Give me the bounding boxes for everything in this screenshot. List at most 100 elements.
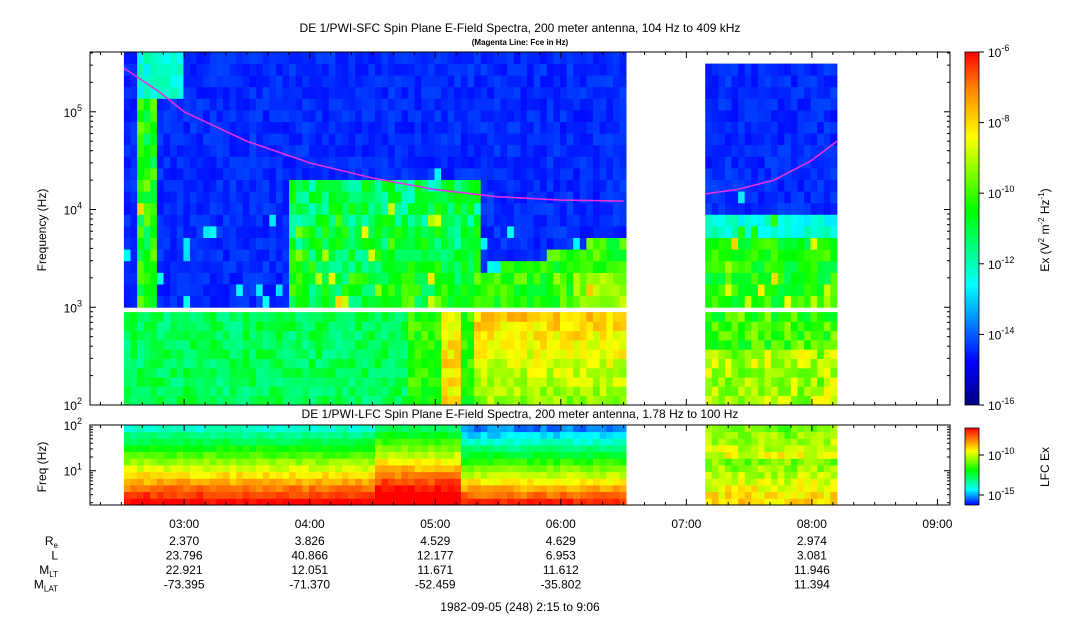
- lfc-cell: [817, 445, 825, 453]
- sfc-cell: [302, 358, 310, 369]
- sfc-cell: [170, 295, 178, 308]
- sfc-cell: [401, 86, 409, 99]
- lfc-cell: [190, 491, 197, 499]
- sfc-cell: [560, 63, 567, 76]
- lfc-cell: [262, 431, 270, 439]
- sfc-cell: [381, 179, 389, 192]
- lfc-cell: [474, 485, 482, 493]
- lfc-cell: [381, 485, 389, 493]
- sfc-cell: [328, 133, 336, 146]
- sfc-cell: [751, 330, 759, 341]
- sfc-cell: [421, 377, 429, 387]
- sfc-cell: [612, 110, 620, 122]
- sfc-cell: [275, 312, 283, 322]
- lfc-cell: [771, 465, 779, 473]
- sfc-cell: [150, 321, 158, 332]
- lfc-cell: [229, 498, 237, 506]
- lfc-cell: [718, 471, 726, 479]
- lfc-cell: [342, 438, 349, 446]
- sfc-cell: [342, 321, 349, 332]
- sfc-cell: [447, 340, 455, 350]
- sfc-cell: [804, 349, 812, 359]
- sfc-cell: [256, 312, 264, 322]
- sfc-cell: [275, 214, 283, 227]
- sfc-cell: [500, 340, 508, 350]
- sfc-cell: [711, 272, 719, 285]
- sfc-cell: [388, 133, 396, 146]
- sfc-cell: [434, 395, 442, 406]
- sfc-cell: [242, 202, 250, 215]
- lfc-cell: [480, 451, 488, 459]
- sfc-cell: [322, 98, 330, 111]
- sfc-cell: [130, 226, 138, 238]
- sfc-cell: [493, 340, 501, 350]
- sfc-cell: [156, 395, 164, 406]
- sfc-cell: [335, 75, 343, 88]
- sfc-cell: [196, 330, 204, 341]
- sfc-cell: [560, 168, 567, 180]
- lfc-cell: [493, 431, 501, 439]
- sfc-cell: [183, 179, 191, 192]
- lfc-cell: [295, 451, 303, 459]
- sfc-cell: [216, 260, 224, 273]
- time-tick-label: 03:00: [169, 517, 199, 531]
- sfc-cell: [137, 340, 145, 350]
- sfc-cell: [269, 191, 277, 204]
- sfc-cell: [711, 321, 719, 332]
- sfc-cell: [527, 226, 534, 238]
- sfc-cell: [751, 237, 759, 250]
- sfc-cell: [262, 330, 270, 341]
- sfc-cell: [269, 179, 277, 192]
- sfc-cell: [586, 358, 594, 369]
- sfc-cell: [289, 75, 297, 88]
- sfc-cell: [500, 144, 508, 157]
- sfc-cell: [460, 75, 468, 88]
- lfc-cell: [566, 498, 574, 506]
- sfc-cell: [460, 110, 468, 122]
- sfc-cell: [381, 367, 389, 378]
- sfc-cell: [790, 144, 798, 157]
- sfc-cell: [612, 226, 620, 238]
- sfc-cell: [203, 52, 211, 64]
- sfc-cell: [566, 121, 574, 134]
- sfc-cell: [236, 63, 244, 76]
- sfc-cell: [229, 226, 237, 238]
- sfc-cell: [553, 226, 561, 238]
- sfc-cell: [223, 214, 230, 227]
- sfc-cell: [170, 179, 178, 192]
- sfc-cell: [408, 321, 415, 332]
- lfc-cell: [560, 485, 567, 493]
- lfc-cell: [223, 498, 230, 506]
- sfc-cell: [771, 330, 779, 341]
- sfc-cell: [190, 202, 197, 215]
- time-tick-label: 07:00: [671, 517, 701, 531]
- sfc-cell: [375, 340, 382, 350]
- sfc-cell: [289, 284, 297, 297]
- sfc-cell: [229, 386, 237, 397]
- sfc-cell: [295, 52, 303, 64]
- lfc-cell: [137, 431, 145, 439]
- lfc-cell: [322, 491, 330, 499]
- sfc-cell: [454, 121, 462, 134]
- lfc-cell: [342, 458, 349, 466]
- lfc-cell: [764, 451, 772, 459]
- lfc-cell: [328, 465, 336, 473]
- sfc-cell: [302, 249, 310, 262]
- lfc-cell: [368, 485, 376, 493]
- sfc-cell: [302, 237, 310, 250]
- lfc-cell: [269, 425, 277, 433]
- lfc-cell: [725, 471, 732, 479]
- sfc-cell: [381, 260, 389, 273]
- lfc-cell: [348, 471, 356, 479]
- sfc-cell: [216, 110, 224, 122]
- lfc-cell: [355, 498, 363, 506]
- sfc-cell: [777, 133, 785, 146]
- sfc-cell: [566, 358, 574, 369]
- sfc-cell: [427, 214, 435, 227]
- sfc-cell: [203, 110, 211, 122]
- sfc-cell: [183, 133, 191, 146]
- sfc-cell: [348, 330, 356, 341]
- lfc-cell: [190, 451, 197, 459]
- sfc-cell: [566, 144, 574, 157]
- sfc-cell: [137, 249, 145, 262]
